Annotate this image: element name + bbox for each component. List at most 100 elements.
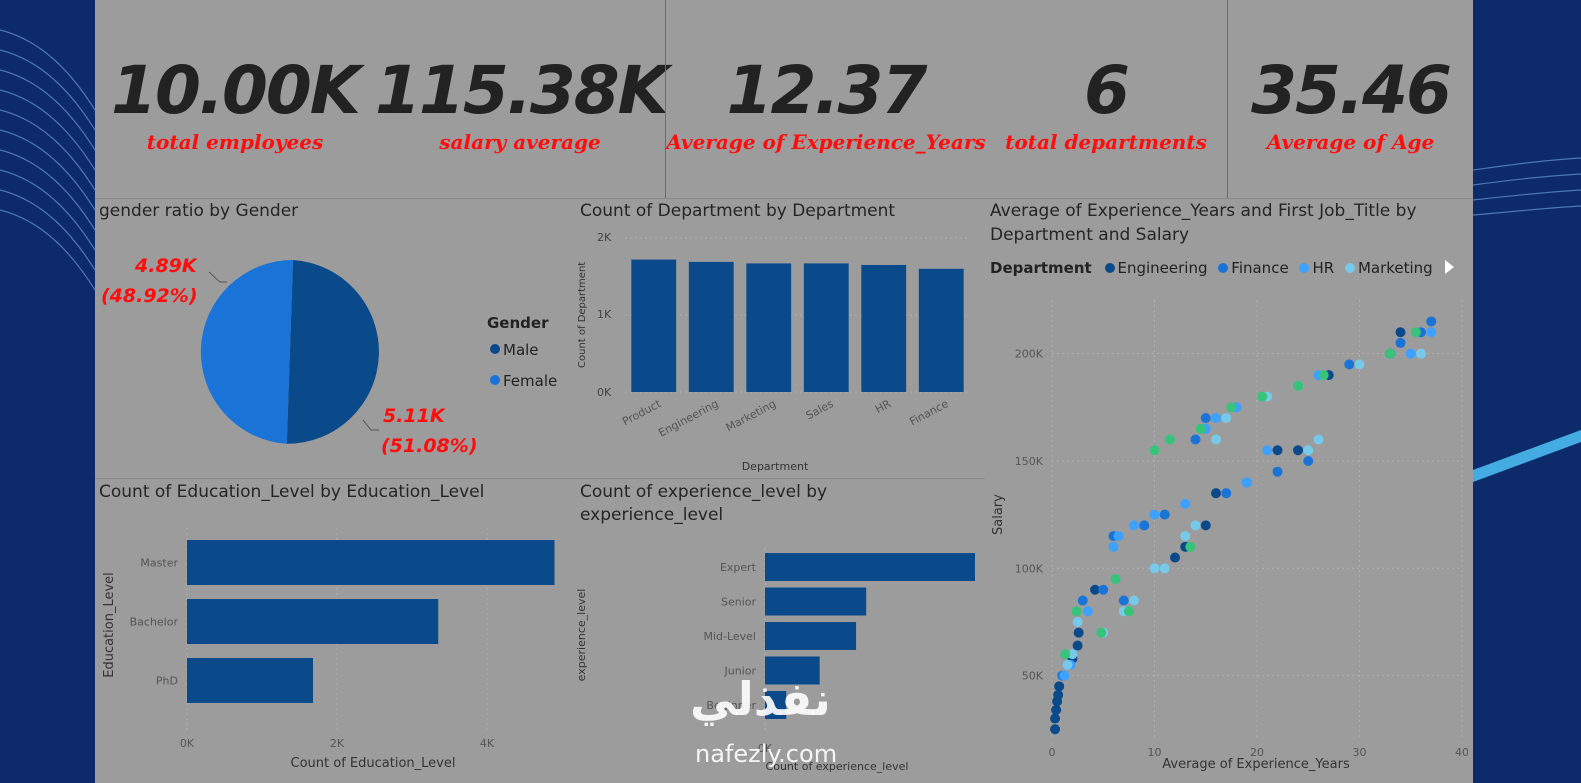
scatter-point-engineering[interactable] bbox=[1050, 713, 1061, 724]
legend-item-hr[interactable]: HR bbox=[1299, 259, 1334, 277]
experience-bar[interactable] bbox=[765, 656, 820, 685]
scatter-point-hr[interactable] bbox=[1241, 477, 1252, 488]
scatter-point-engineering[interactable] bbox=[1211, 488, 1221, 499]
education-bar[interactable] bbox=[187, 599, 439, 644]
scatter-point-finance[interactable] bbox=[1344, 359, 1355, 370]
experience-bar[interactable] bbox=[765, 587, 867, 616]
department-bar[interactable] bbox=[803, 263, 849, 392]
scatter-point-marketing[interactable] bbox=[1129, 595, 1139, 606]
scatter-point-finance[interactable] bbox=[1139, 520, 1150, 531]
scatter-point-finance[interactable] bbox=[1272, 466, 1283, 477]
scatter-point-hr[interactable] bbox=[1211, 413, 1221, 424]
scatter-point-marketing[interactable] bbox=[1303, 445, 1314, 456]
scatter-point-green[interactable] bbox=[1385, 348, 1396, 359]
scatter-point-hr[interactable] bbox=[1262, 445, 1273, 456]
scatter-point-hr[interactable] bbox=[1082, 606, 1093, 617]
scatter-point-engineering[interactable] bbox=[1072, 640, 1083, 651]
legend-item-marketing[interactable]: Marketing bbox=[1344, 259, 1433, 277]
scatter-point-green[interactable] bbox=[1318, 370, 1329, 381]
scatter-point-engineering[interactable] bbox=[1050, 724, 1061, 735]
scatter-point-engineering[interactable] bbox=[1054, 681, 1065, 692]
report-canvas: 10.00K total employees 115.38K salary av… bbox=[95, 0, 1473, 783]
scatter-chart[interactable]: Salary Average of Experience_Years 50K 10… bbox=[990, 290, 1468, 780]
scatter-point-green[interactable] bbox=[1185, 541, 1196, 552]
legend-item-engineering[interactable]: Engineering bbox=[1104, 259, 1208, 277]
department-bar[interactable] bbox=[861, 264, 907, 392]
pie-slice-male[interactable] bbox=[286, 260, 379, 444]
scatter-point-engineering[interactable] bbox=[1051, 704, 1062, 715]
legend-item-finance[interactable]: Finance bbox=[1218, 259, 1289, 277]
scatter-point-green[interactable] bbox=[1410, 327, 1421, 338]
scatter-point-green[interactable] bbox=[1060, 649, 1071, 660]
scatter-point-engineering[interactable] bbox=[1200, 520, 1211, 531]
scatter-point-green[interactable] bbox=[1293, 380, 1303, 391]
scatter-point-hr[interactable] bbox=[1180, 498, 1191, 509]
department-tick-label: Product bbox=[620, 397, 664, 428]
legend-item-male[interactable]: Male bbox=[490, 341, 539, 359]
experience-bar[interactable] bbox=[765, 553, 975, 581]
scatter-point-finance[interactable] bbox=[1221, 488, 1232, 499]
scatter-point-engineering[interactable] bbox=[1272, 445, 1283, 456]
scatter-xtick: 0 bbox=[1049, 746, 1056, 759]
department-bar[interactable] bbox=[918, 268, 964, 392]
legend-next-arrow-icon[interactable] bbox=[1445, 260, 1454, 274]
scatter-point-finance[interactable] bbox=[1077, 595, 1088, 606]
scatter-point-marketing[interactable] bbox=[1180, 531, 1191, 542]
scatter-point-marketing[interactable] bbox=[1062, 659, 1073, 670]
scatter-point-finance[interactable] bbox=[1159, 509, 1170, 520]
scatter-point-finance[interactable] bbox=[1200, 413, 1211, 424]
legend-item-female[interactable]: Female bbox=[490, 372, 557, 390]
scatter-point-green[interactable] bbox=[1110, 574, 1121, 585]
experience-bar[interactable] bbox=[765, 691, 787, 719]
department-bar-chart[interactable]: 2K 1K 0K Count of Department Department … bbox=[575, 226, 975, 478]
scatter-point-marketing[interactable] bbox=[1416, 348, 1426, 359]
department-bar[interactable] bbox=[746, 263, 792, 392]
scatter-point-finance[interactable] bbox=[1098, 584, 1109, 595]
scatter-point-engineering[interactable] bbox=[1073, 627, 1084, 638]
scatter-point-hr[interactable] bbox=[1113, 531, 1124, 542]
gender-pie-chart[interactable]: 4.89K (48.92%) 5.11K (51.08%) Gender Mal… bbox=[95, 230, 575, 470]
education-tick-label: Master bbox=[140, 557, 178, 570]
scatter-point-marketing[interactable] bbox=[1211, 434, 1221, 445]
scatter-point-finance[interactable] bbox=[1190, 434, 1201, 445]
experience-bar[interactable] bbox=[765, 622, 857, 650]
pie-slice-female[interactable] bbox=[200, 259, 293, 444]
scatter-point-marketing[interactable] bbox=[1354, 359, 1365, 370]
scatter-point-green[interactable] bbox=[1123, 606, 1134, 617]
scatter-point-green[interactable] bbox=[1164, 434, 1175, 445]
scatter-point-marketing[interactable] bbox=[1067, 649, 1078, 660]
scatter-point-green[interactable] bbox=[1071, 606, 1082, 617]
department-bar[interactable] bbox=[688, 261, 734, 392]
scatter-point-finance[interactable] bbox=[1426, 316, 1437, 327]
scatter-point-marketing[interactable] bbox=[1149, 563, 1160, 574]
scatter-point-engineering[interactable] bbox=[1053, 689, 1064, 700]
scatter-point-marketing[interactable] bbox=[1221, 413, 1232, 424]
scatter-point-green[interactable] bbox=[1149, 445, 1160, 456]
scatter-point-green[interactable] bbox=[1096, 627, 1107, 638]
scatter-point-marketing[interactable] bbox=[1313, 434, 1324, 445]
department-bar[interactable] bbox=[631, 259, 677, 392]
scatter-point-green[interactable] bbox=[1195, 423, 1206, 434]
scatter-point-marketing[interactable] bbox=[1190, 520, 1201, 531]
education-bar-chart[interactable]: Education_Level Count of Education_Level… bbox=[95, 510, 575, 780]
scatter-point-engineering[interactable] bbox=[1090, 584, 1101, 595]
scatter-point-finance[interactable] bbox=[1303, 455, 1314, 466]
scatter-point-hr[interactable] bbox=[1108, 541, 1119, 552]
scatter-point-marketing[interactable] bbox=[1072, 616, 1083, 627]
experience-bar-chart[interactable]: experience_level Count of experience_lev… bbox=[575, 540, 975, 780]
scatter-point-hr[interactable] bbox=[1426, 327, 1437, 338]
scatter-point-hr[interactable] bbox=[1149, 509, 1160, 520]
scatter-point-marketing[interactable] bbox=[1159, 563, 1170, 574]
scatter-point-engineering[interactable] bbox=[1293, 445, 1303, 456]
education-bar[interactable] bbox=[187, 658, 313, 703]
scatter-point-green[interactable] bbox=[1226, 402, 1237, 413]
education-bar[interactable] bbox=[187, 540, 555, 585]
scatter-point-hr[interactable] bbox=[1059, 670, 1070, 681]
scatter-point-hr[interactable] bbox=[1405, 348, 1416, 359]
scatter-point-finance[interactable] bbox=[1395, 337, 1406, 348]
scatter-point-finance[interactable] bbox=[1118, 595, 1129, 606]
scatter-point-engineering[interactable] bbox=[1395, 327, 1406, 338]
scatter-point-hr[interactable] bbox=[1129, 520, 1139, 531]
scatter-point-green[interactable] bbox=[1257, 391, 1268, 402]
scatter-point-engineering[interactable] bbox=[1170, 552, 1180, 563]
